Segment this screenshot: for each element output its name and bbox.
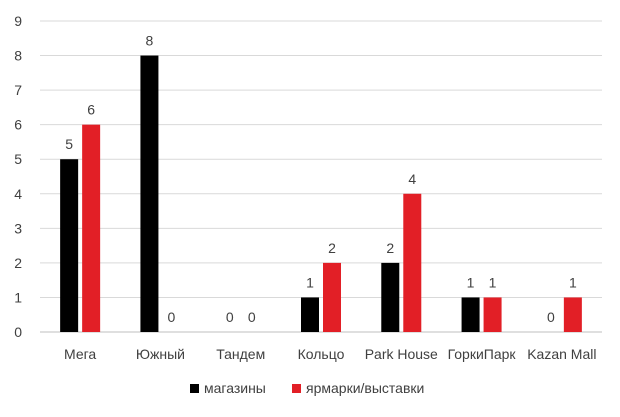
data-label: 2 xyxy=(386,240,394,256)
legend-swatch xyxy=(292,384,301,393)
bars xyxy=(60,55,582,333)
data-label: 1 xyxy=(467,274,475,290)
data-label: 0 xyxy=(168,309,176,325)
data-label: 4 xyxy=(408,171,416,187)
x-category-label: Тандем xyxy=(216,346,265,362)
y-tick-label: 1 xyxy=(14,289,22,305)
bar-magaziny xyxy=(140,55,159,333)
bar-yarmarki xyxy=(563,297,582,332)
y-tick-label: 2 xyxy=(14,255,22,271)
x-category-label: Kazan Mall xyxy=(527,346,596,362)
y-tick-label: 6 xyxy=(14,117,22,133)
bar-magaziny xyxy=(461,297,480,332)
gridlines xyxy=(40,20,602,333)
y-axis-ticks: 0 1 2 3 4 5 6 7 8 9 xyxy=(14,13,22,340)
x-category-label: ГоркиПарк xyxy=(448,346,517,362)
bar-yarmarki xyxy=(403,193,422,332)
x-axis-categories: Мега Южный Тандем Кольцо Park House ГоркиПарк… xyxy=(64,346,596,362)
y-tick-label: 7 xyxy=(14,82,22,98)
bar-magaziny xyxy=(60,159,79,332)
legend: магазины ярмарки/выставки xyxy=(190,380,424,396)
data-label: 1 xyxy=(489,274,497,290)
bar-magaziny xyxy=(301,297,319,332)
data-label: 5 xyxy=(65,136,73,152)
y-tick-label: 0 xyxy=(14,324,22,340)
y-tick-label: 5 xyxy=(14,151,22,167)
data-label: 0 xyxy=(248,309,256,325)
data-label: 2 xyxy=(328,240,336,256)
data-label: 8 xyxy=(146,33,154,49)
x-category-label: Южный xyxy=(136,346,185,362)
bar-magaziny xyxy=(381,262,400,332)
legend-swatch xyxy=(190,384,199,393)
y-tick-label: 4 xyxy=(14,186,22,202)
bar-yarmarki xyxy=(82,124,101,333)
y-tick-label: 8 xyxy=(14,48,22,64)
y-tick-label: 3 xyxy=(14,220,22,236)
legend-label: ярмарки/выставки xyxy=(306,380,424,396)
data-label: 6 xyxy=(87,102,95,118)
x-category-label: Кольцо xyxy=(298,346,345,362)
bar-yarmarki xyxy=(483,297,502,332)
x-category-label: Park House xyxy=(365,346,438,362)
y-tick-label: 9 xyxy=(14,13,22,29)
data-label: 0 xyxy=(226,309,234,325)
data-label: 1 xyxy=(569,274,577,290)
legend-label: магазины xyxy=(204,380,266,396)
x-category-label: Мега xyxy=(64,346,96,362)
bar-yarmarki xyxy=(323,262,341,332)
data-label: 1 xyxy=(306,274,314,290)
data-label: 0 xyxy=(547,309,555,325)
